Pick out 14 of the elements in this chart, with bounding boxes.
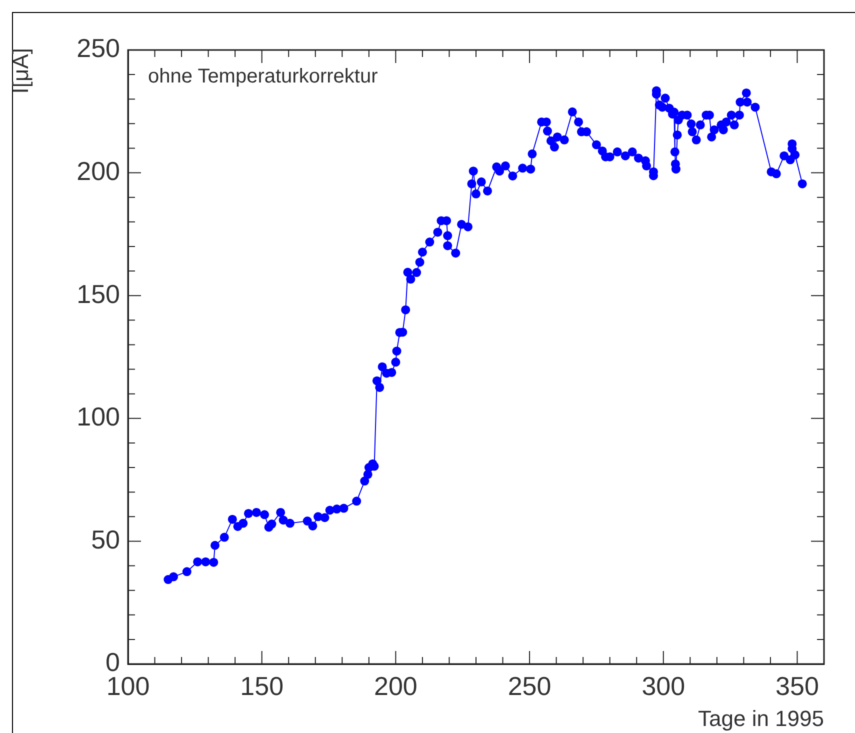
x-tick-label: 150 (240, 670, 284, 701)
y-tick-label: 100 (76, 402, 120, 432)
x-axis-title: Tage in 1995 (698, 706, 824, 732)
y-tick-label: 250 (76, 33, 120, 64)
x-tick-label: 350 (776, 670, 819, 701)
y-tick-label: 200 (76, 156, 120, 186)
y-tick-label: 0 (106, 647, 120, 678)
y-tick-label: 150 (76, 278, 120, 309)
annotation: ohne Temperaturkorrektur (148, 66, 378, 88)
x-tick-label: 250 (508, 670, 552, 701)
y-tick-label: 50 (91, 524, 120, 554)
x-tick-label: 200 (374, 670, 418, 701)
y-axis-title: I[μA] (8, 48, 34, 94)
x-tick-label: 300 (642, 670, 686, 701)
